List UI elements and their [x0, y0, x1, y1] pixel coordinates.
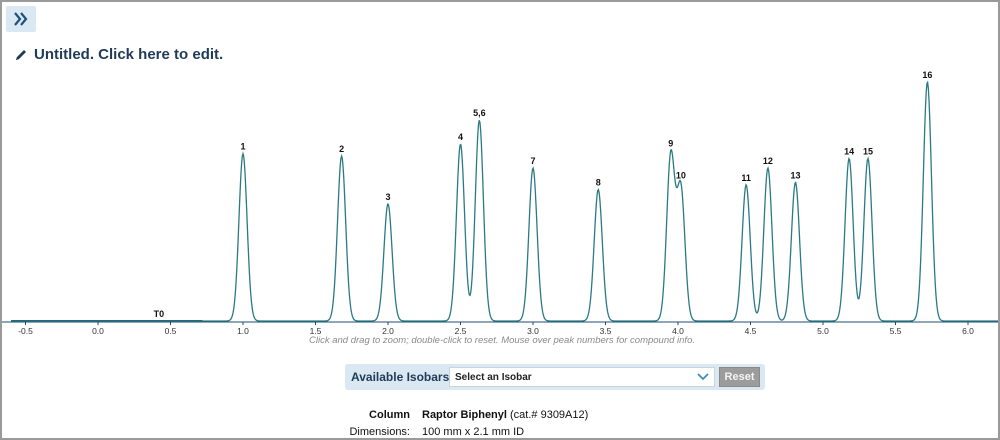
x-tick-label: 6.0 — [962, 326, 974, 336]
x-tick-label: 1.5 — [310, 326, 322, 336]
x-tick-label: 0.0 — [92, 326, 104, 336]
chromatogram-trace — [11, 80, 998, 322]
column-value: Raptor Biphenyl (cat.# 9309A12) — [422, 409, 588, 421]
peak-label[interactable]: 16 — [922, 70, 932, 80]
isobars-label: Available Isobars: — [351, 370, 454, 384]
double-chevron-right-icon — [14, 12, 28, 26]
isobar-panel: Available Isobars: Select an Isobar Rese… — [345, 364, 765, 390]
x-tick-label: 5.0 — [817, 326, 829, 336]
peak-label[interactable]: 12 — [763, 156, 773, 166]
peak-label[interactable]: 14 — [844, 146, 854, 156]
isobar-select-value: Select an Isobar — [455, 372, 532, 383]
reset-button[interactable]: Reset — [719, 367, 760, 387]
t0-label: T0 — [154, 309, 165, 319]
isobar-controls: Select an Isobar Reset — [449, 367, 760, 387]
dimensions-value: 100 mm x 2.1 mm ID — [422, 426, 525, 438]
x-tick-label: 1.0 — [237, 326, 249, 336]
peak-label[interactable]: 13 — [790, 170, 800, 180]
peak-label[interactable]: 15 — [863, 146, 873, 156]
peak-label[interactable]: 11 — [741, 173, 751, 183]
x-tick-label: 4.5 — [745, 326, 757, 336]
column-cat: (cat.# 9309A12) — [510, 409, 589, 421]
peak-label[interactable]: 1 — [240, 142, 245, 152]
x-tick-label: 4.0 — [672, 326, 684, 336]
peak-label[interactable]: 10 — [676, 170, 686, 180]
x-tick-label: 5.5 — [890, 326, 902, 336]
peak-label[interactable]: 9 — [668, 138, 673, 148]
expand-panel-button[interactable] — [6, 6, 36, 32]
peak-label[interactable]: 2 — [339, 144, 344, 154]
chevron-down-icon — [697, 373, 709, 381]
column-key: Column — [369, 409, 410, 421]
x-tick-label: 3.0 — [527, 326, 539, 336]
x-tick-label: 3.5 — [600, 326, 612, 336]
isobar-select[interactable]: Select an Isobar — [449, 367, 715, 387]
chromatogram-title[interactable]: Untitled. Click here to edit. — [14, 46, 223, 63]
peak-label[interactable]: 7 — [530, 156, 535, 166]
peak-label[interactable]: 8 — [596, 178, 601, 188]
chart-hint: Click and drag to zoom; double-click to … — [309, 335, 695, 346]
chromatogram-chart[interactable]: -0.5 0.0 0.5 1.0 1.5 2.0 2.5 3.0 3.5 4.0 4.5 5.0 5.5… — [2, 62, 1000, 352]
peak-label[interactable]: 4 — [458, 132, 463, 142]
dimensions-key: Dimensions: — [349, 426, 410, 438]
x-tick-label: 2.5 — [455, 326, 467, 336]
peak-label[interactable]: 5,6 — [473, 108, 486, 118]
title-text: Untitled. Click here to edit. — [34, 46, 224, 63]
x-tick-label: 2.0 — [382, 326, 394, 336]
x-tick-label: -0.5 — [18, 326, 33, 336]
x-tick-label: 0.5 — [165, 326, 177, 336]
peak-label[interactable]: 3 — [385, 192, 390, 202]
column-name: Raptor Biphenyl — [422, 409, 507, 421]
pencil-icon — [16, 49, 26, 60]
